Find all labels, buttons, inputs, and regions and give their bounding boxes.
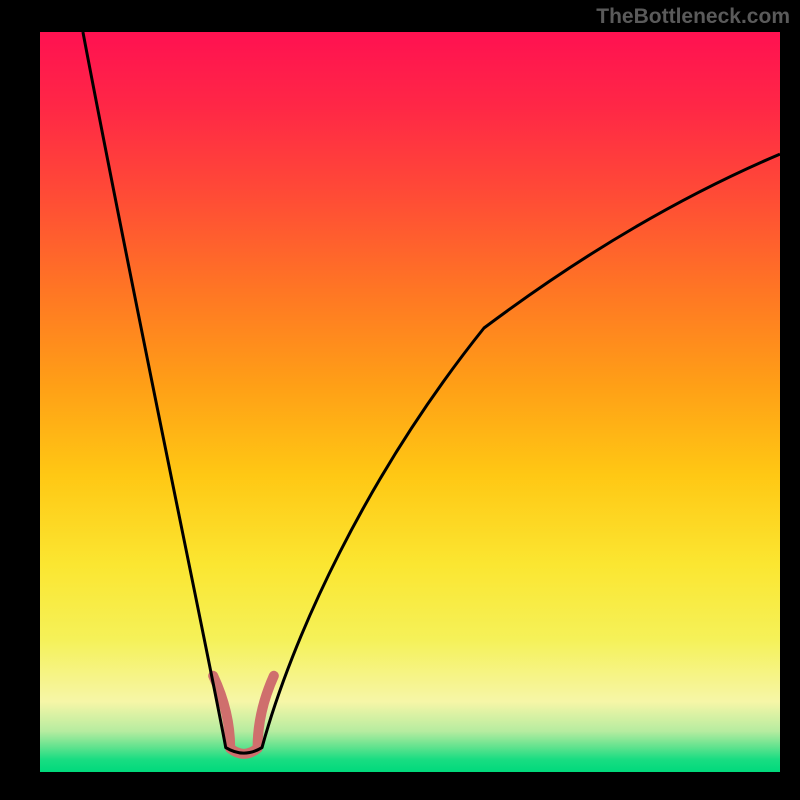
plot-background [40,32,780,772]
watermark-text: TheBottleneck.com [596,5,790,29]
bottleneck-chart [0,0,800,800]
